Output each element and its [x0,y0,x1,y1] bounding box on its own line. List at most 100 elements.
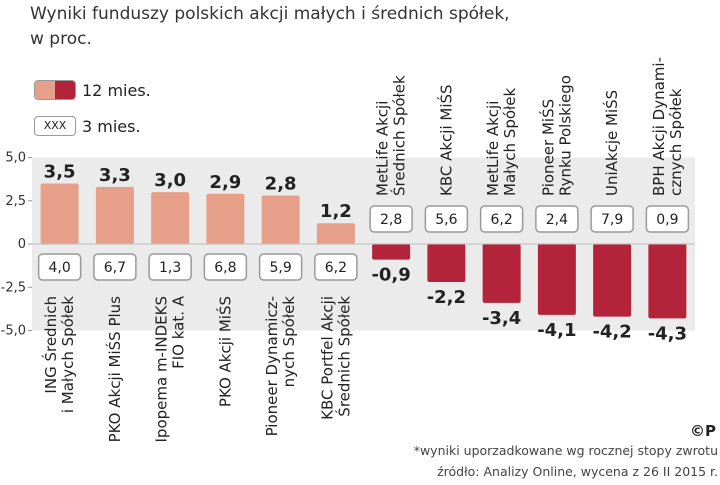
category-label-line: PKO Akcji MiŚS Plus [105,296,124,443]
value-label-12m: -2,2 [427,287,466,308]
value-label-3m: 2,4 [546,212,568,228]
category-label: Pioneer MiŚS Rynku Polskiego [538,75,574,196]
value-label-3m: 5,6 [435,212,457,228]
bar-12m [206,193,245,244]
category-label-line: Pioneer Dynamicz- [263,296,281,436]
value-label-12m: -4,1 [537,320,576,341]
chart-title-line-1: Wyniki funduszy polskich akcji małych i … [30,4,510,24]
bar-12m [40,183,79,244]
bar-12m [316,223,355,244]
value-label-12m: -4,2 [592,322,631,343]
bar-12m [261,195,300,244]
chart-title-line-2: w proc. [30,29,92,49]
y-tick-label: -2,5 [1,280,26,295]
legend-3m-label: 3 mies. [82,116,141,136]
bar-12m [537,244,576,315]
bar-12m [95,186,134,244]
value-label-12m: -0,9 [371,265,410,286]
value-box-3m [645,205,690,233]
category-label-line: MetLife Akcji [374,101,392,196]
category-label: KBC Akcji MiŚS [436,84,455,196]
bar-12m [593,244,632,317]
value-box-3m [93,253,137,281]
category-label: Pioneer Dynamicz-nych Spółek [263,296,298,437]
value-box-3m [203,253,248,281]
category-label-line: Średnich Spółek [390,75,409,196]
category-label: KBC Portfel Akcji Średnich Spółek [318,296,353,420]
category-label-line: Ipopema m-INDEKS [153,296,171,443]
value-label-12m: 2,8 [265,174,297,195]
value-box-3m [148,253,192,281]
category-label-line: Średnich Spółek [334,296,353,417]
category-label-line: i Małych Spółek [59,296,77,413]
value-label-12m: 3,3 [99,165,131,186]
value-box-3m [590,205,634,233]
value-box-3m [314,253,358,281]
value-label-12m: 3,5 [44,161,76,182]
y-tick-label: -5,0 [1,324,26,339]
value-label-3m: 2,8 [380,212,402,228]
value-box-3m [479,205,524,233]
chart-title: Wyniki funduszy polskich akcji małych i … [30,2,510,52]
category-label: PKO Akcji MiŚS [215,296,234,407]
value-label-3m: 4,0 [48,260,70,276]
value-label-12m: 3,0 [154,170,186,191]
category-label-line: BPH Akcji Dynami- [650,57,668,196]
category-label-line: Pioneer MiŚS [538,99,557,196]
value-label-3m: 6,2 [490,212,512,228]
value-label-3m: 6,2 [325,260,347,276]
value-box-3m [369,205,413,233]
category-label: MetLife Akcji Średnich Spółek [374,75,409,196]
value-label-12m: 1,2 [320,201,352,222]
y-tick-label: 0 [18,237,26,252]
category-label-line: FIO kat. A [170,295,188,369]
category-label-line: UniAkcje MiŚS [602,90,621,196]
value-label-12m: -3,4 [482,308,521,329]
value-label-3m: 5,9 [269,260,291,276]
legend-3m-box: XXX [34,116,76,136]
bar-12m [482,244,521,303]
category-label-line: cznych Spółek [667,88,685,196]
category-label-line: ING Średnich [41,296,60,394]
value-label-3m: 6,7 [104,260,126,276]
bar-12m [427,244,466,283]
value-label-3m: 1,3 [159,260,181,276]
source-note: źródło: Analizy Online, wycena z 26 II 2… [437,464,718,479]
copyright-mark: ©P [690,422,716,440]
category-label: BPH Akcji Dynami-cznych Spółek [650,57,685,196]
value-box-3m [535,205,579,233]
legend-12m: 12 mies. [34,80,151,100]
legend-swatch-positive [35,81,55,99]
legend-12m-swatch [34,80,76,100]
y-tick-label: 5,0 [5,151,26,166]
category-label-line: Rynku Polskiego [556,75,574,196]
legend-12m-label: 12 mies. [82,80,151,100]
bar-12m [372,244,411,260]
category-label-line: KBC Akcji MiŚS [436,84,455,196]
value-box-3m [424,205,469,233]
category-label-line: PKO Akcji MiŚS [215,296,234,407]
value-label-3m: 7,9 [601,212,623,228]
category-label: ING Średnich i Małych Spółek [41,296,77,413]
category-label-line: MetLife Akcji [484,101,502,196]
value-label-3m: 6,8 [214,260,236,276]
footnote: *wyniki uporzadkowane wg rocznej stopy z… [413,443,718,458]
category-label-line: KBC Portfel Akcji [318,296,336,420]
legend-swatch-negative [55,81,75,99]
category-label: UniAkcje MiŚS [602,90,621,196]
category-label-line: nych Spółek [280,296,298,388]
value-label-12m: -4,3 [648,323,687,344]
category-label: Ipopema m-INDEKS FIO kat. A [153,295,188,442]
category-label: PKO Akcji MiŚS Plus [105,296,124,443]
value-label-3m: 0,9 [656,212,678,228]
y-tick-label: 2,5 [5,194,26,209]
value-box-3m [258,253,303,281]
bar-12m [151,192,190,244]
bar-12m [648,244,687,319]
value-label-12m: 2,9 [209,172,241,193]
value-box-3m [37,253,82,281]
legend-3m: XXX 3 mies. [34,116,141,136]
category-label-line: Małych Spółek [501,87,519,196]
category-label: MetLife Akcji Małych Spółek [484,87,519,196]
